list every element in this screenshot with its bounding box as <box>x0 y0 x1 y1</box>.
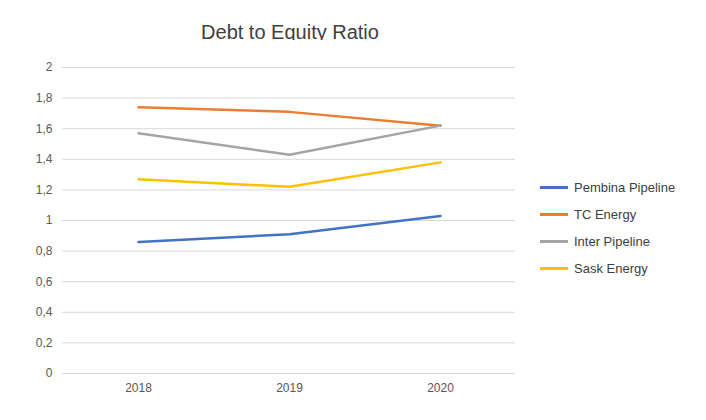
svg-text:0: 0 <box>46 366 53 380</box>
svg-text:1,8: 1,8 <box>36 91 53 105</box>
svg-text:0,8: 0,8 <box>36 244 53 258</box>
svg-text:0,2: 0,2 <box>36 336 53 350</box>
html-text:Inter Pipeline: Inter Pipeline <box>574 234 650 249</box>
html-text:TC Energy: TC Energy <box>574 207 637 222</box>
svg-text:1,2: 1,2 <box>36 183 53 197</box>
svg-text:0,6: 0,6 <box>36 275 53 289</box>
svg-text:2: 2 <box>46 60 53 74</box>
svg-text:2020: 2020 <box>427 381 454 395</box>
svg-text:1: 1 <box>46 213 53 227</box>
svg-text:2019: 2019 <box>276 381 303 395</box>
html-text:Debt to Equity Ratio: Debt to Equity Ratio <box>201 21 379 43</box>
svg-text:2018: 2018 <box>125 381 152 395</box>
svg-text:1,6: 1,6 <box>36 122 53 136</box>
svg-text:1,4: 1,4 <box>36 152 53 166</box>
svg-text:0,4: 0,4 <box>36 305 53 319</box>
html-text:Sask Energy: Sask Energy <box>574 261 648 276</box>
html-text:Pembina Pipeline: Pembina Pipeline <box>574 180 676 195</box>
